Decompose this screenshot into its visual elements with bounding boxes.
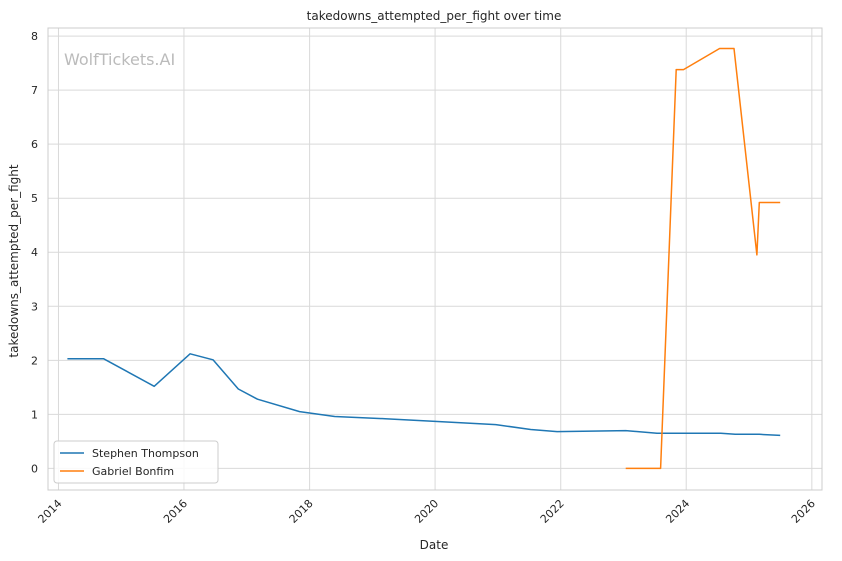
legend-box	[53, 440, 219, 484]
y-tick-label: 8	[31, 30, 38, 43]
y-tick-label: 4	[31, 246, 38, 259]
series-line-stephen-thompson	[67, 353, 781, 437]
x-tick-label: 2022	[538, 497, 567, 526]
y-tick-label: 5	[31, 192, 38, 205]
series-line-gabriel-bonfim	[625, 47, 781, 470]
y-axis-label: takedowns_attempted_per_fight	[7, 164, 21, 357]
x-tick-label: 2026	[789, 497, 818, 526]
y-tick-label: 2	[31, 354, 38, 367]
y-tick-label: 7	[31, 84, 38, 97]
series-group	[67, 47, 781, 470]
x-axis-ticks: 2014 2016 2018 2020 2022 2024 2026	[36, 497, 818, 526]
y-tick-label: 0	[31, 462, 38, 475]
watermark-text: WolfTickets.AI	[64, 50, 175, 69]
y-tick-label: 6	[31, 138, 38, 151]
x-tick-label: 2020	[412, 497, 441, 526]
x-tick-label: 2024	[663, 497, 692, 526]
legend: Stephen Thompson Gabriel Bonfim	[53, 440, 219, 484]
chart-title: takedowns_attempted_per_fight over time	[307, 9, 562, 23]
legend-label: Gabriel Bonfim	[92, 465, 174, 478]
x-axis-label: Date	[420, 538, 449, 552]
legend-label: Stephen Thompson	[92, 447, 199, 460]
x-tick-label: 2018	[287, 497, 316, 526]
y-axis-ticks: 0 1 2 3 4 5 6 7 8	[31, 30, 38, 475]
plot-frame	[47, 27, 823, 491]
x-tick-label: 2014	[36, 497, 65, 526]
x-tick-label: 2016	[161, 497, 190, 526]
grid	[48, 28, 822, 490]
y-tick-label: 1	[31, 408, 38, 421]
y-tick-label: 3	[31, 300, 38, 313]
